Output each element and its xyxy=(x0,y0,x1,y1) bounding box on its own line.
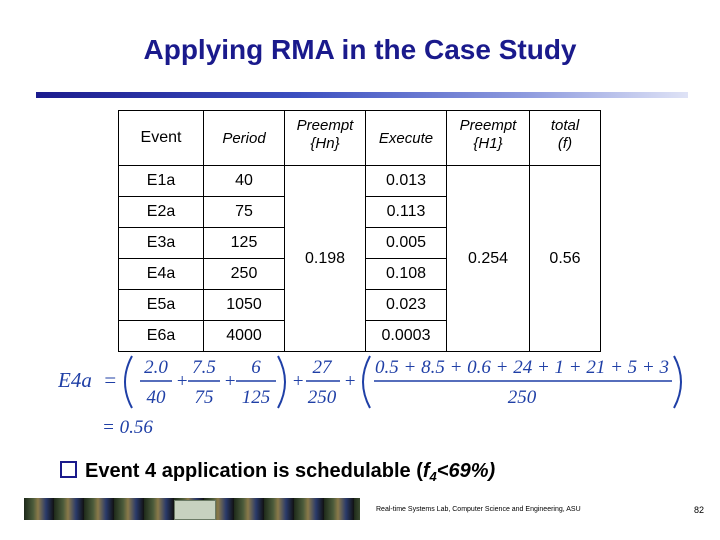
header-preempt-hn-line1: Preempt xyxy=(296,117,354,134)
cell-total: 0.56 xyxy=(529,165,601,352)
bullet-f: f xyxy=(422,460,430,482)
header-preempt-h1: Preempt {H1} xyxy=(446,110,530,166)
header-preempt-hn: Preempt {Hn} xyxy=(284,110,366,166)
cell-period: 40 xyxy=(203,165,285,197)
cell-event: E4a xyxy=(118,258,204,290)
cell-period: 1050 xyxy=(203,289,285,321)
table-row: E1a 40 0.198 0.013 0.254 0.56 xyxy=(118,165,601,352)
formula-result: = 0.56 xyxy=(102,417,153,438)
cell-period: 4000 xyxy=(203,320,285,352)
cell-preempt-hn: 0.198 xyxy=(284,165,366,352)
table-row: E4a 250 0.108 xyxy=(118,258,601,290)
footer-strip-inset xyxy=(174,500,216,520)
cell-execute: 0.023 xyxy=(365,289,447,321)
header-event: Event xyxy=(118,110,204,166)
cell-execute: 0.113 xyxy=(365,196,447,228)
header-preempt-hn-line2: {Hn} xyxy=(310,135,340,152)
frac5-den: 250 xyxy=(508,387,537,408)
open-paren-2 xyxy=(362,355,371,409)
frac3-den: 125 xyxy=(242,387,271,408)
page-number: 82 xyxy=(694,505,705,515)
header-total: total (f) xyxy=(529,110,601,166)
bullet-subscript: 4 xyxy=(429,469,437,484)
plus-3: + xyxy=(292,371,305,392)
frac1-den: 40 xyxy=(147,387,167,408)
frac3-num: 6 xyxy=(251,357,261,378)
cell-period: 250 xyxy=(203,258,285,290)
table-row: E2a 75 0.113 xyxy=(118,196,601,228)
table-row: E5a 1050 0.023 xyxy=(118,289,601,321)
cell-execute: 0.108 xyxy=(365,258,447,290)
cell-execute: 0.0003 xyxy=(365,320,447,352)
footer-credit: Real-time Systems Lab, Computer Science … xyxy=(376,506,581,513)
cell-preempt-h1: 0.254 xyxy=(446,165,530,352)
cell-execute: 0.005 xyxy=(365,227,447,259)
cell-event: E1a xyxy=(118,165,204,197)
bullet-box-icon xyxy=(60,461,77,478)
cell-event: E3a xyxy=(118,227,204,259)
formula-lhs: E4a xyxy=(58,368,92,392)
cell-event: E5a xyxy=(118,289,204,321)
plus-4: + xyxy=(344,371,357,392)
table-row: E3a 125 0.005 xyxy=(118,227,601,259)
slide-title: Applying RMA in the Case Study xyxy=(143,34,577,65)
utilization-formula: E4a = 2.0 40 + 7.5 75 + 6 125 + 27 250 + xyxy=(58,350,698,440)
formula-equals: = xyxy=(103,368,117,392)
cell-execute: 0.013 xyxy=(365,165,447,197)
frac2-den: 75 xyxy=(195,387,214,408)
header-preempt-h1-line1: Preempt xyxy=(459,117,517,134)
table-row: E6a 4000 0.0003 xyxy=(118,320,601,352)
frac5-num: 0.5 + 8.5 + 0.6 + 24 + 1 + 21 + 5 + 3 xyxy=(375,357,669,378)
events-table: Event Period Preempt {Hn} Execute Preemp… xyxy=(118,110,601,352)
header-execute: Execute xyxy=(365,110,447,166)
cell-event: E2a xyxy=(118,196,204,228)
frac2-num: 7.5 xyxy=(192,357,216,378)
open-paren-1 xyxy=(124,355,133,409)
schedulable-bullet: Event 4 application is schedulable (f4<6… xyxy=(60,460,495,484)
plus-1: + xyxy=(176,371,189,392)
header-total-line2: (f) xyxy=(557,135,573,152)
cell-event: E6a xyxy=(118,320,204,352)
table-header-row: Event Period Preempt {Hn} Execute Preemp… xyxy=(118,110,601,166)
footer-decorative-strip xyxy=(24,498,360,520)
frac4-num: 27 xyxy=(313,357,334,378)
close-paren-2 xyxy=(673,355,682,409)
frac4-den: 250 xyxy=(308,387,337,408)
frac1-num: 2.0 xyxy=(144,357,168,378)
bullet-suffix: <69%) xyxy=(436,460,496,482)
formula-svg: E4a = 2.0 40 + 7.5 75 + 6 125 + 27 250 + xyxy=(58,355,682,438)
header-total-line1: total xyxy=(550,117,580,134)
close-paren-1 xyxy=(277,355,286,409)
title-underline xyxy=(36,92,688,98)
cell-period: 75 xyxy=(203,196,285,228)
plus-2: + xyxy=(224,371,237,392)
cell-period: 125 xyxy=(203,227,285,259)
header-period: Period xyxy=(203,110,285,166)
bullet-prefix: Event 4 application is schedulable ( xyxy=(85,460,423,482)
header-preempt-h1-line2: {H1} xyxy=(473,135,503,152)
